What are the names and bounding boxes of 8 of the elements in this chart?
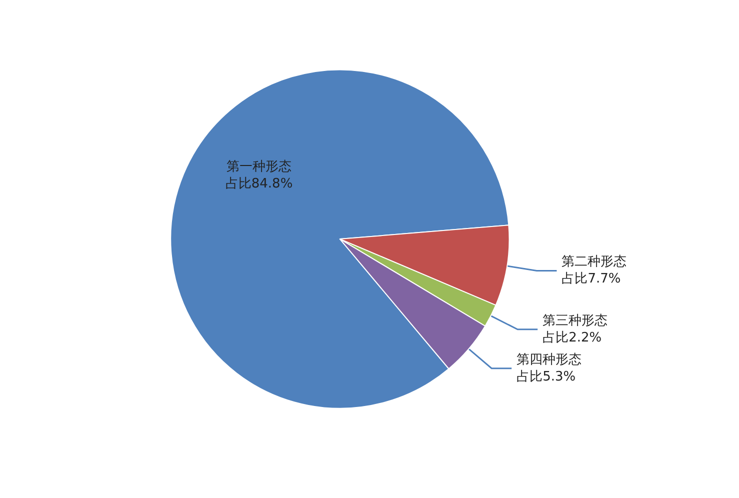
slice-label: 第三种形态 <box>542 313 608 328</box>
data-label: 占比7.7% <box>562 272 621 287</box>
slice-label: 第四种形态 <box>516 352 582 368</box>
slice-label: 第二种形态 <box>562 254 627 270</box>
data-label: 占比2.2% <box>542 330 602 346</box>
slice-label: 第一种形态 <box>226 159 292 174</box>
data-label: 占比84.8% <box>225 176 293 192</box>
data-label: 占比5.3% <box>516 369 576 384</box>
